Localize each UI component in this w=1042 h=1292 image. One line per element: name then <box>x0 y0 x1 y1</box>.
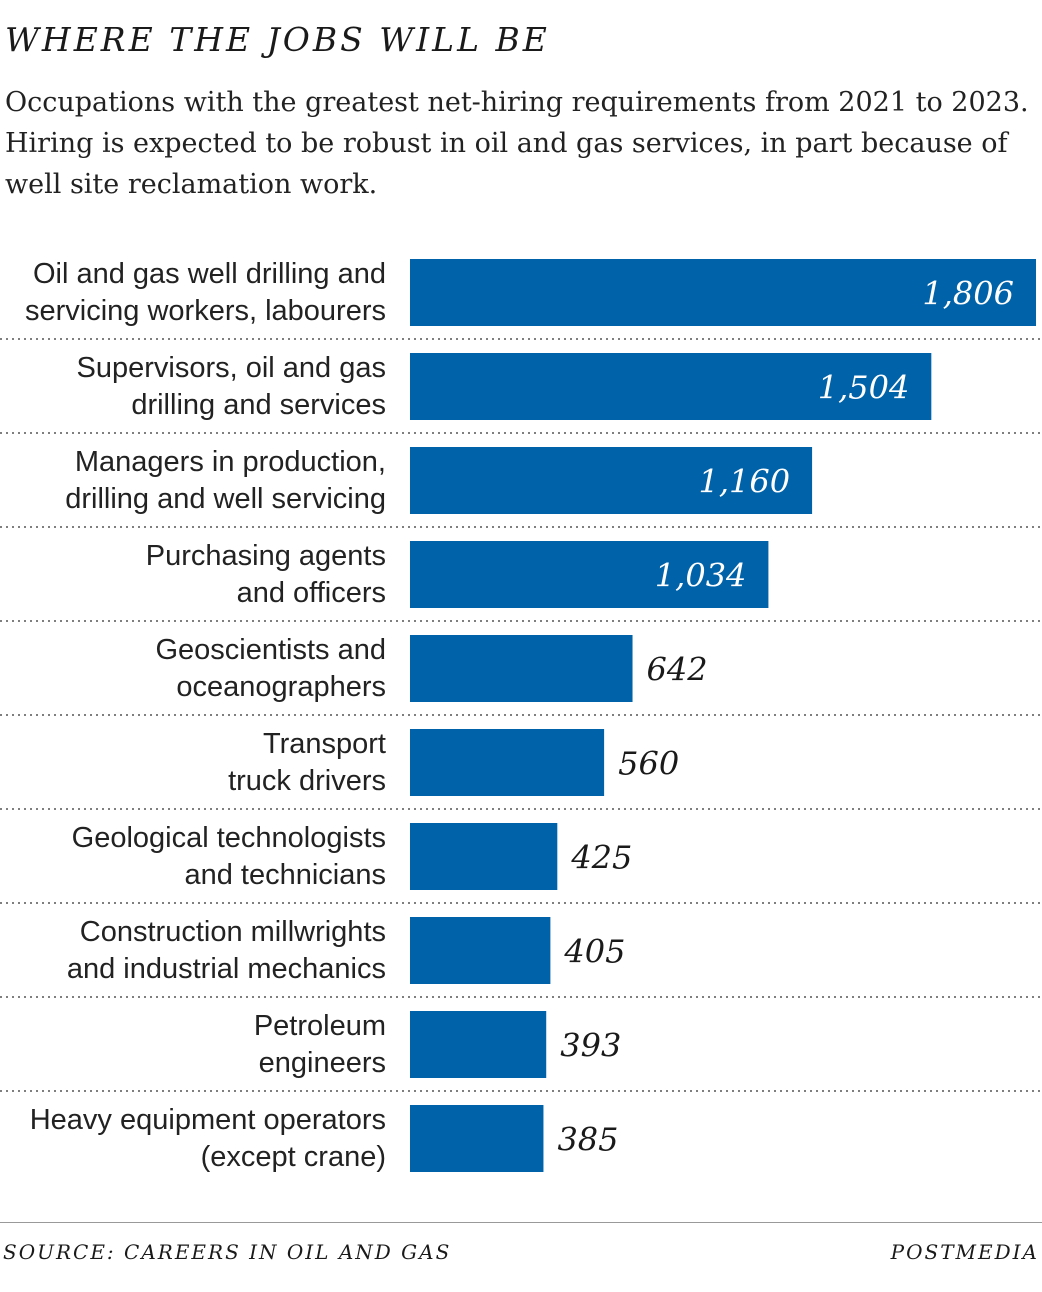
value-label: 560 <box>618 745 679 783</box>
bar <box>410 729 605 796</box>
category-label-line: Oil and gas well drilling and <box>33 258 386 290</box>
value-label: 1,160 <box>698 463 790 501</box>
value-label: 425 <box>570 839 632 877</box>
bar <box>410 353 932 420</box>
category-label-line: Construction millwrights <box>80 916 386 948</box>
category-label: Construction millwrights and industrial m… <box>67 916 386 985</box>
category-label: Heavy equipment operators (except crane) <box>30 1104 386 1173</box>
bar <box>410 447 813 514</box>
value-label: 405 <box>563 933 625 971</box>
footer-divider <box>0 1222 1042 1223</box>
category-label-line: Heavy equipment operators <box>30 1104 386 1136</box>
value-label: 385 <box>557 1121 618 1159</box>
value-label: 393 <box>560 1027 621 1065</box>
value-label: 642 <box>647 651 708 689</box>
category-label-line: Supervisors, oil and gas <box>77 352 387 384</box>
chart-subtitle: Occupations with the greatest net-hiring… <box>5 87 1029 200</box>
category-label: Petroleum engineers <box>254 1010 386 1079</box>
category-label: Supervisors, oil and gas drilling and ser… <box>77 352 387 421</box>
category-label: Transport truck drivers <box>228 728 386 797</box>
category-label: Managers in production, drilling and well… <box>65 446 386 515</box>
bar <box>410 635 633 702</box>
value-label: 1,806 <box>922 275 1014 313</box>
bar <box>410 259 1036 326</box>
bar <box>410 1011 547 1078</box>
category-label-line: Petroleum <box>254 1010 386 1042</box>
category-label-line: drilling and services <box>131 389 386 421</box>
category-label-line: servicing workers, labourers <box>25 295 386 327</box>
category-label-line: Managers in production, <box>75 446 386 478</box>
category-label: Geoscientists and oceanographers <box>155 634 386 703</box>
category-label-line: (except crane) <box>201 1141 386 1173</box>
category-label-line: Geological technologists <box>72 822 386 854</box>
category-label-line: Geoscientists and <box>155 634 386 666</box>
category-label-line: oceanographers <box>176 671 386 703</box>
bar <box>410 917 551 984</box>
category-label: Purchasing agents and officers <box>146 540 386 609</box>
credit-note: POSTMEDIA <box>890 1240 1039 1264</box>
category-label-line: Transport <box>263 728 386 760</box>
bar-chart: Oil and gas well drilling and servicing w… <box>0 258 1042 1173</box>
category-label-line: and technicians <box>184 859 386 891</box>
value-label: 1,504 <box>818 369 910 407</box>
bar <box>410 823 558 890</box>
category-label-line: truck drivers <box>228 765 386 797</box>
category-label: Geological technologists and technicians <box>72 822 386 891</box>
bar <box>410 541 769 608</box>
category-label-line: and officers <box>237 577 386 609</box>
category-label-line: engineers <box>259 1047 386 1079</box>
source-note: SOURCE: CAREERS IN OIL AND GAS <box>3 1240 452 1264</box>
category-label-line: and industrial mechanics <box>67 953 386 985</box>
value-label: 1,034 <box>655 557 747 595</box>
category-label: Oil and gas well drilling and servicing w… <box>25 258 386 327</box>
category-label-line: Purchasing agents <box>146 540 386 572</box>
bar <box>410 1105 544 1172</box>
chart-title: WHERE THE JOBS WILL BE <box>5 20 550 59</box>
category-label-line: drilling and well servicing <box>65 483 386 515</box>
